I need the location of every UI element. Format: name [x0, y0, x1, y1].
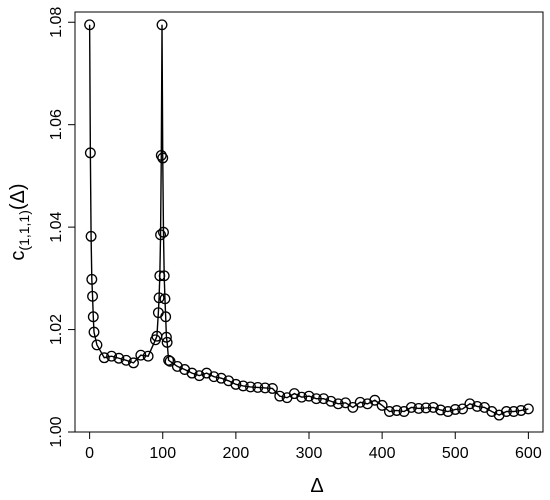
data-point: [405, 401, 417, 413]
y-tick-label: 1.04: [48, 211, 65, 242]
data-point: [237, 380, 249, 392]
data-point: [259, 382, 271, 394]
plot-frame: [74, 11, 544, 433]
x-tick-label: 600: [515, 445, 542, 462]
data-point: [88, 326, 100, 338]
data-point: [84, 19, 96, 31]
y-axis-label-suffix: (Δ): [7, 183, 29, 210]
data-point: [391, 405, 403, 416]
data-point: [500, 406, 512, 417]
data-point: [135, 349, 147, 361]
data-point: [164, 355, 176, 367]
data-point: [155, 229, 167, 241]
y-axis: 1.00 1.02 1.04 1.06 1.08: [48, 7, 75, 448]
y-tick-label: 1.06: [48, 109, 65, 140]
data-point: [84, 147, 96, 159]
data-point: [266, 383, 278, 394]
data-point: [369, 394, 381, 406]
data-point: [160, 331, 172, 343]
data-point: [193, 370, 205, 382]
data-point: [383, 406, 395, 417]
data-point: [161, 336, 173, 348]
data-point: [85, 230, 97, 242]
data-point: [413, 402, 425, 414]
data-point: [158, 270, 170, 282]
data-point: [153, 292, 165, 304]
data-point: [160, 311, 172, 323]
series-layer: [84, 19, 534, 421]
data-point: [87, 290, 99, 302]
data-point: [354, 396, 366, 408]
data-point: [435, 404, 447, 416]
data-point: [303, 390, 315, 402]
data-point: [296, 391, 308, 403]
x-tick-label: 400: [369, 445, 396, 462]
x-tick-label: 0: [85, 445, 94, 462]
data-point: [420, 402, 432, 414]
data-point: [142, 350, 154, 362]
data-point: [87, 311, 99, 323]
data-point: [310, 393, 322, 405]
y-axis-label-subscript: (1,1,1): [16, 210, 32, 250]
data-point: [442, 406, 454, 417]
data-point: [158, 226, 169, 238]
data-point: [457, 403, 469, 415]
y-tick-label: 1.00: [48, 416, 65, 447]
data-point: [157, 152, 169, 164]
data-point: [318, 393, 330, 405]
x-axis-label: Δ: [310, 475, 323, 497]
data-point: [471, 400, 483, 412]
y-axis-label: c(1,1,1)(Δ): [7, 183, 32, 260]
y-tick-label: 1.08: [48, 7, 65, 38]
x-tick-label: 500: [442, 445, 469, 462]
data-point: [215, 372, 227, 384]
data-point: [245, 381, 256, 393]
data-point: [98, 352, 110, 364]
data-point: [522, 403, 534, 415]
x-axis: 0 100 200 300 400 500 600: [85, 432, 542, 462]
data-point: [332, 398, 344, 410]
data-point: [449, 404, 461, 415]
data-point: [515, 405, 527, 416]
data-point: [171, 360, 183, 372]
data-point: [186, 367, 198, 379]
data-point: [163, 354, 175, 366]
x-tick-label: 300: [296, 445, 323, 462]
data-point: [156, 19, 168, 31]
data-point: [230, 378, 242, 390]
series-line: [88, 24, 529, 416]
data-point: [252, 381, 264, 393]
data-point: [159, 293, 171, 305]
data-point: [208, 371, 220, 383]
data-point: [376, 399, 388, 411]
data-point: [325, 395, 337, 407]
data-point: [154, 270, 166, 282]
data-point: [113, 352, 125, 364]
data-point: [274, 390, 286, 402]
data-point: [347, 401, 359, 413]
x-tick-label: 200: [223, 445, 250, 462]
data-point: [508, 406, 520, 417]
y-tick-label: 1.02: [48, 314, 65, 345]
x-tick-label: 100: [149, 445, 176, 462]
data-point: [91, 339, 103, 351]
data-point: [86, 273, 98, 285]
data-point: [106, 350, 118, 362]
data-point: [427, 401, 439, 413]
data-point: [128, 357, 139, 369]
y-axis-label-main: c: [7, 251, 29, 261]
data-point: [120, 354, 132, 366]
data-point: [464, 398, 476, 410]
